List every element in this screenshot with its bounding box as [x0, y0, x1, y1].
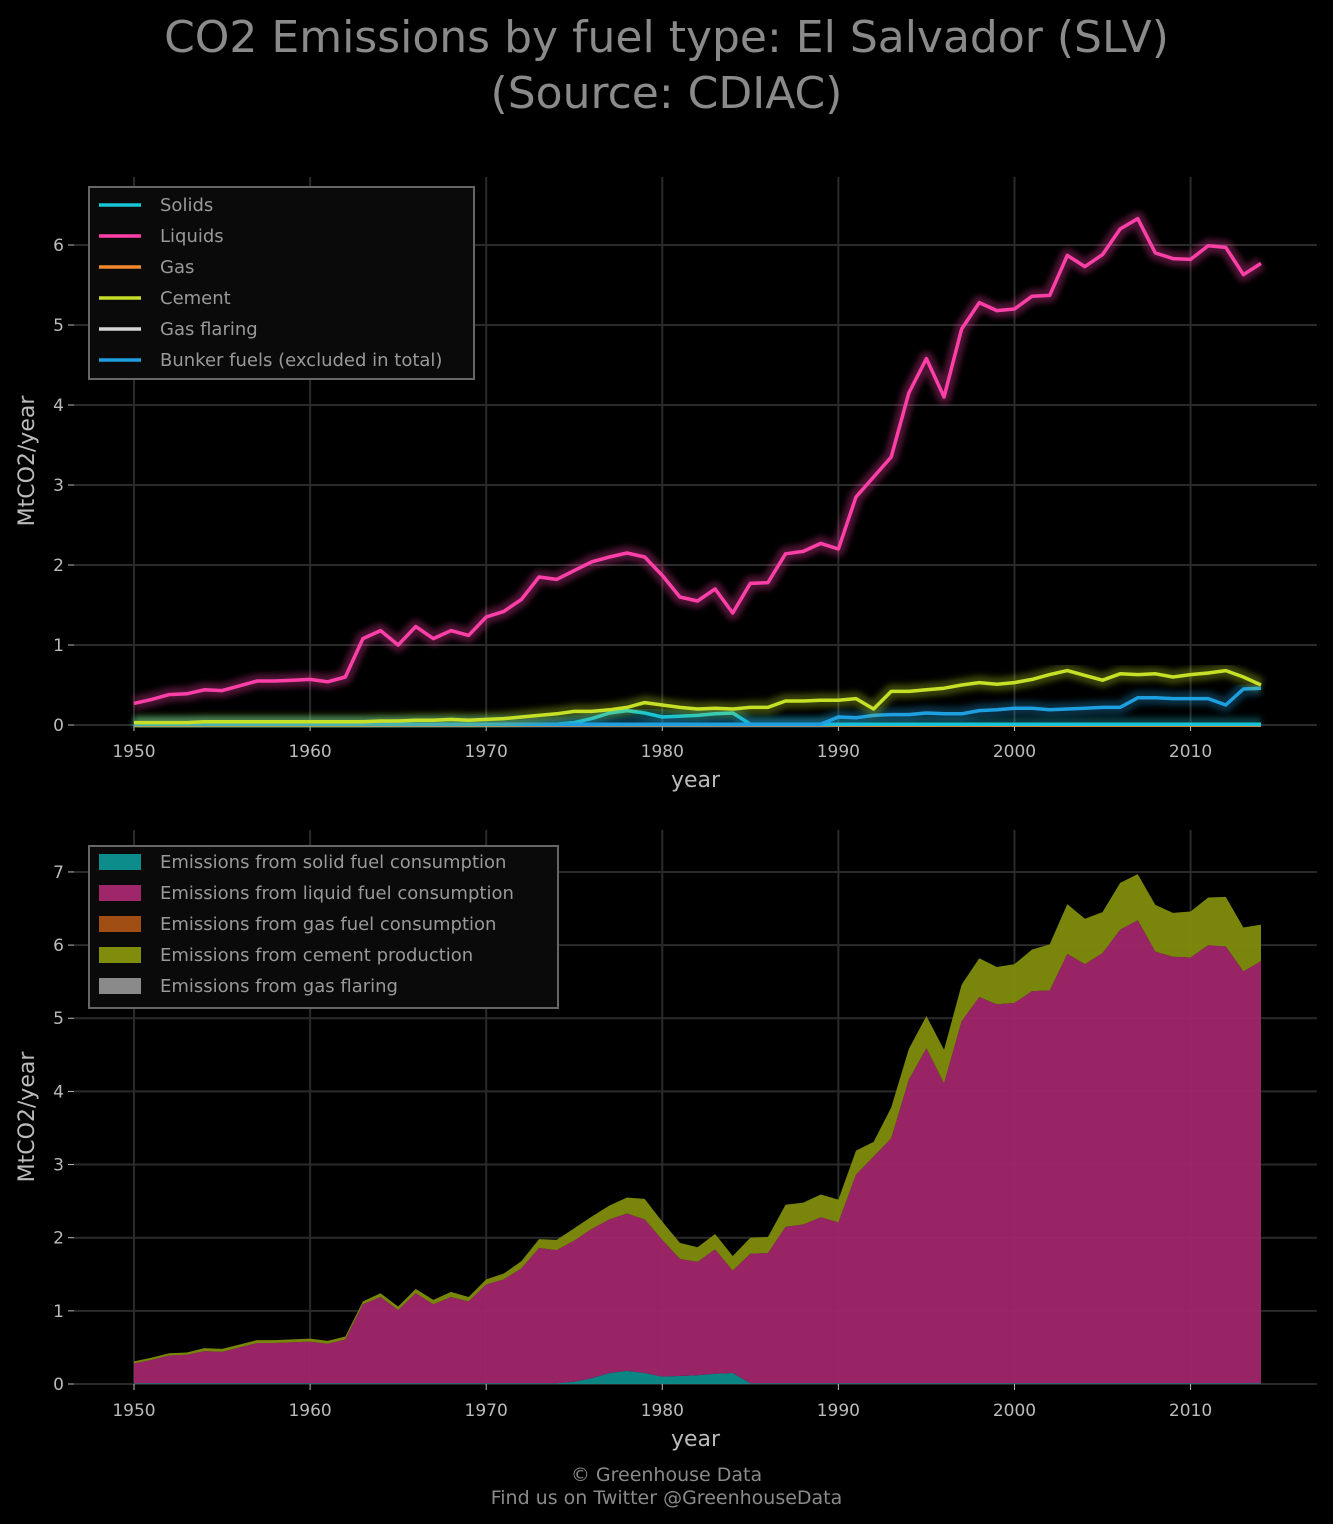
bottom-xtick-label: 1950 — [112, 1401, 155, 1421]
legend-label-emissions-from-cement-production: Emissions from cement production — [160, 945, 473, 966]
legend-label-emissions-from-gas-fuel-consumption: Emissions from gas fuel consumption — [160, 914, 496, 935]
legend-swatch-emissions-from-solid-fuel-consumption — [99, 854, 141, 870]
top-ytick-label: 4 — [53, 396, 64, 416]
top-xtick-label: 1990 — [817, 742, 860, 762]
bottom-ytick-label: 0 — [53, 1375, 64, 1395]
top-xtick-label: 1970 — [465, 742, 508, 762]
top-xtick-label: 1960 — [288, 742, 331, 762]
emissions-line-chart: 0 1 2 3 4 5 6 1950 1960 1970 1980 1990 2000 2010 year M… — [15, 177, 1317, 793]
bottom-xtick-label: 2010 — [1169, 1401, 1212, 1421]
area-emissions-from-cement-production — [134, 874, 1261, 1364]
area-emissions-from-liquid-fuel-consumption — [134, 920, 1261, 1384]
top-xtick-label: 1950 — [112, 742, 155, 762]
top-ytick-label: 3 — [53, 476, 64, 496]
footer-twitter: Find us on Twitter @GreenhouseData — [490, 1487, 843, 1509]
top-legend: Solids Liquids Gas Cement Gas flaring Bunker … — [88, 186, 475, 380]
bottom-y-axis-label: MtCO2/year — [15, 1051, 40, 1183]
bottom-legend-box — [88, 845, 559, 1009]
legend-swatch-emissions-from-gas-flaring — [99, 978, 141, 994]
top-xtick-label: 2000 — [993, 742, 1036, 762]
legend-swatch-emissions-from-gas-fuel-consumption — [99, 916, 141, 932]
bottom-ytick-label: 1 — [53, 1302, 64, 1322]
bottom-xtick-label: 1990 — [817, 1401, 860, 1421]
chart-title-line1: CO2 Emissions by fuel type: El Salvador … — [164, 12, 1169, 63]
bottom-ytick-label: 7 — [53, 863, 64, 883]
chart-title-line2: (Source: CDIAC) — [490, 68, 843, 119]
footer-copyright: © Greenhouse Data — [570, 1464, 763, 1486]
footer: © Greenhouse Data Find us on Twitter @Gr… — [0, 1464, 1333, 1510]
bottom-xtick-label: 1980 — [641, 1401, 684, 1421]
bottom-ytick-label: 3 — [53, 1156, 64, 1176]
legend-label-bunker-fuels-excluded-in-total: Bunker fuels (excluded in total) — [160, 350, 442, 371]
series-line-cement — [134, 668, 1262, 725]
top-y-axis-label: MtCO2/year — [15, 395, 40, 527]
legend-swatch-emissions-from-cement-production — [99, 947, 141, 963]
top-ytick-label: 5 — [53, 316, 64, 336]
legend-label-gas: Gas — [160, 257, 194, 278]
bottom-xtick-label: 1960 — [288, 1401, 331, 1421]
top-xtick-label: 2010 — [1169, 742, 1212, 762]
series-line-liquids — [133, 216, 1262, 706]
chart-title: CO2 Emissions by fuel type: El Salvador … — [0, 10, 1333, 122]
legend-label-gas-flaring: Gas flaring — [160, 319, 258, 340]
top-ytick-label: 2 — [53, 556, 64, 576]
legend-label-emissions-from-liquid-fuel-consumption: Emissions from liquid fuel consumption — [160, 883, 514, 904]
top-ytick-label: 6 — [53, 236, 64, 256]
area-emissions-from-solid-fuel-consumption — [134, 1370, 1261, 1384]
legend-swatch-emissions-from-liquid-fuel-consumption — [99, 885, 141, 901]
bottom-xtick-label: 1970 — [465, 1401, 508, 1421]
legend-label-cement: Cement — [160, 288, 231, 309]
bottom-ytick-label: 6 — [53, 936, 64, 956]
bottom-ytick-label: 2 — [53, 1229, 64, 1249]
top-ytick-label: 0 — [53, 716, 64, 736]
legend-label-emissions-from-solid-fuel-consumption: Emissions from solid fuel consumption — [160, 852, 506, 873]
bottom-ytick-label: 5 — [53, 1009, 64, 1029]
legend-label-emissions-from-gas-flaring: Emissions from gas flaring — [160, 976, 398, 997]
legend-label-liquids: Liquids — [160, 226, 224, 247]
bottom-x-axis-label: year — [671, 1427, 721, 1452]
bottom-xtick-label: 2000 — [993, 1401, 1036, 1421]
top-x-axis-label: year — [671, 768, 721, 793]
bottom-ytick-label: 4 — [53, 1082, 64, 1102]
legend-label-solids: Solids — [160, 195, 213, 216]
emissions-stacked-area-chart: 0 1 2 3 4 5 6 7 1950 1960 1970 1980 1990 2000 2010 year… — [15, 830, 1317, 1452]
top-legend-box — [88, 186, 475, 380]
top-ytick-label: 1 — [53, 636, 64, 656]
bottom-legend: Emissions from solid fuel consumption Emi… — [88, 845, 559, 1009]
top-xtick-label: 1980 — [641, 742, 684, 762]
